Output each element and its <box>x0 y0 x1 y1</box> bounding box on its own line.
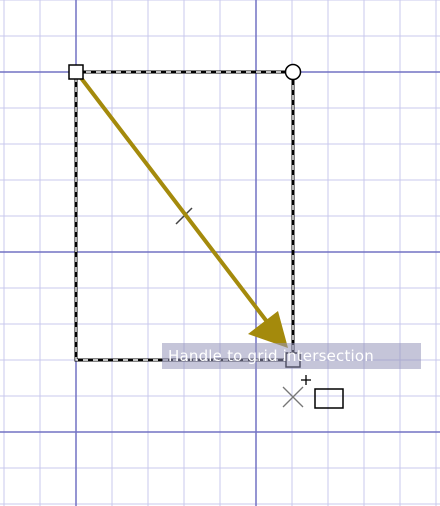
drag-direction-arrow <box>76 72 288 348</box>
top-right-rotation-handle[interactable] <box>284 63 302 81</box>
snap-tooltip: Handle to grid intersection <box>162 343 421 369</box>
snap-cursor-icon <box>282 375 344 409</box>
top-left-handle[interactable] <box>68 64 84 80</box>
